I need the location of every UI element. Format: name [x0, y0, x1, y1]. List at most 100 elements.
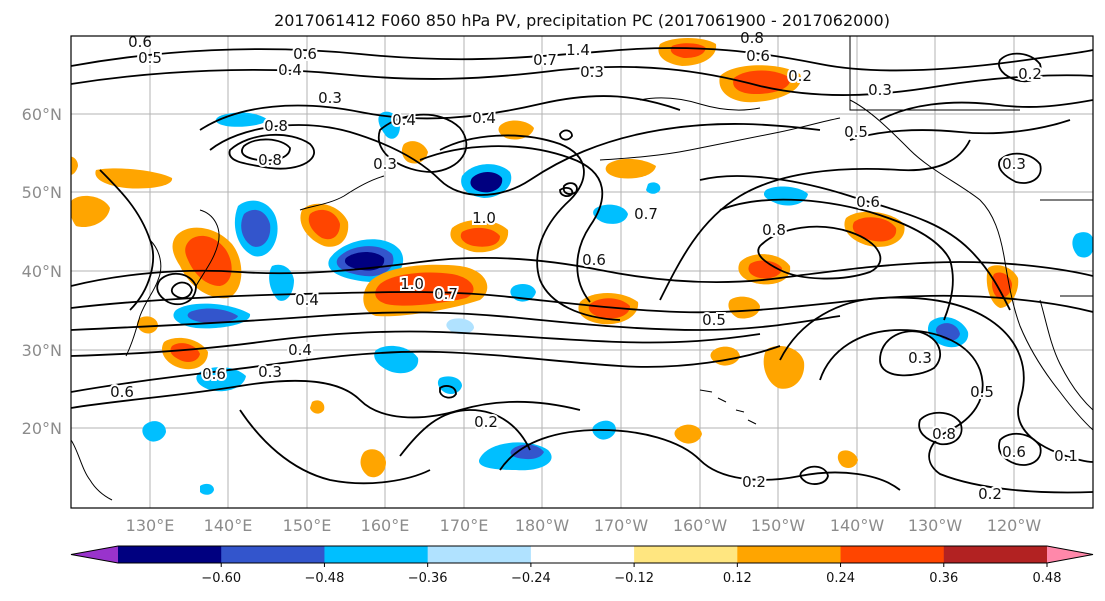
contour-label: 0.3	[1002, 155, 1026, 173]
contour-label: 0.3	[373, 155, 397, 173]
contour-label: 0.4	[288, 341, 312, 359]
contour-line	[156, 272, 197, 306]
colorbar-segment	[530, 546, 635, 563]
contour-label: 1.0	[472, 209, 496, 227]
lat-tick-label: 60°N	[22, 105, 62, 124]
contour-label: 0.4	[295, 291, 319, 309]
colorbar-segment	[634, 546, 738, 563]
pos-blob	[310, 400, 325, 414]
colorbar-segment	[221, 546, 325, 563]
coastline	[71, 439, 113, 501]
pos-blob	[674, 424, 702, 444]
coastlines	[71, 36, 1093, 501]
pos-blob	[137, 316, 158, 334]
contour-line	[241, 138, 291, 162]
contour-line	[998, 152, 1042, 184]
lon-tick-label: 140°E	[204, 516, 253, 535]
map-content	[71, 36, 1093, 508]
contour-label: 0.3	[318, 89, 342, 107]
contour-label: 0.5	[138, 49, 162, 67]
colorbar-tick-label: 0.48	[1033, 571, 1062, 586]
contour-label: 0.8	[740, 29, 764, 47]
colorbar-segment	[324, 546, 429, 563]
contour-label: 0.7	[434, 285, 458, 303]
contour-line	[699, 175, 1011, 311]
contour-label: 0.4	[392, 111, 416, 129]
contour-line	[439, 134, 621, 321]
contour-label: 0.6	[856, 193, 880, 211]
neg-blob	[1072, 232, 1093, 258]
neg-blob	[446, 318, 474, 335]
neg-blob	[142, 421, 166, 442]
coastline	[1039, 299, 1093, 411]
contour-label: 0.6	[582, 251, 606, 269]
contour-line	[71, 345, 781, 393]
neg-blob	[200, 483, 214, 495]
pos-blob-core	[733, 70, 791, 94]
lon-tick-label: 130°E	[126, 516, 175, 535]
contour-label: 0.8	[762, 221, 786, 239]
contour-line	[71, 47, 1093, 72]
contour-label: 0.3	[580, 63, 604, 81]
lon-tick-label: 140°W	[830, 516, 885, 535]
colorbar-tick-label: −0.36	[408, 571, 448, 586]
contour-line	[998, 432, 1042, 466]
lat-tick-label: 30°N	[22, 341, 62, 360]
map-panel: 0.60.50.40.6 1.40.70.30.80.60.20.3 0.30.4 0…	[70, 27, 1094, 509]
contour-line	[499, 429, 901, 491]
contour-line	[71, 65, 1093, 96]
contour-line	[918, 411, 963, 446]
latitude-labels: 60°N 50°N 40°N 30°N 20°N	[22, 105, 62, 438]
pos-blob	[401, 141, 428, 164]
contour-line	[170, 281, 193, 299]
contour-line	[71, 330, 761, 357]
colorbar-segment	[840, 546, 945, 563]
neg-blob	[437, 376, 462, 394]
pv-contours	[71, 47, 1093, 494]
pos-blob-core	[852, 217, 897, 242]
contour-label: 0.5	[844, 123, 868, 141]
lon-tick-label: 180°W	[515, 516, 570, 535]
neg-blob	[646, 182, 661, 194]
contour-label: 0.3	[868, 81, 892, 99]
contour-line	[228, 133, 315, 170]
contour-label: 0.3	[908, 349, 932, 367]
pos-blob	[360, 449, 386, 478]
colorbar-segment	[737, 546, 842, 563]
colorbar-tick-label: 0.24	[826, 571, 855, 586]
contour-line	[562, 182, 578, 195]
map-frame	[70, 35, 1094, 509]
contour-label: 0.8	[932, 425, 956, 443]
contour-label: 1.0	[400, 275, 424, 293]
colorbar: −0.60 −0.48 −0.36 −0.24 −0.12 0.12 0.24 0.36 0.4…	[70, 545, 1094, 586]
contour-label: 0.3	[258, 363, 282, 381]
pos-blob-core	[375, 272, 474, 306]
contour-label: 0.1	[1054, 447, 1078, 465]
pos-blob-core	[588, 298, 630, 319]
colorbar-tick-label: −0.48	[305, 571, 345, 586]
colorbar-outline	[70, 545, 1094, 564]
contour-line	[799, 465, 829, 485]
lon-tick-label: 130°W	[908, 516, 963, 535]
longitude-labels: 130°E 140°E 150°E 160°E 170°E 180°W 170°W 160°W…	[126, 516, 1042, 535]
lat-tick-label: 20°N	[22, 419, 62, 438]
contour-line	[99, 169, 154, 311]
neg-blob-core	[470, 172, 503, 193]
contour-label: 0.2	[1018, 65, 1042, 83]
contour-line	[998, 52, 1042, 83]
lon-tick-label: 150°W	[751, 516, 806, 535]
contour-line	[879, 99, 1093, 121]
coastline	[299, 175, 385, 211]
colorbar-tick-label: −0.12	[614, 571, 654, 586]
contour-label: 0.2	[474, 413, 498, 431]
contour-line	[399, 409, 531, 457]
contour-line	[419, 145, 604, 303]
lat-tick-label: 40°N	[22, 262, 62, 281]
colorbar-segment	[427, 546, 532, 563]
colorbar-tick-label: 0.36	[929, 571, 958, 586]
figure-title: 2017061412 F060 850 hPa PV, precipitatio…	[274, 11, 890, 30]
contour-line	[819, 329, 1093, 494]
coastline	[849, 36, 1020, 111]
coastline	[125, 239, 162, 357]
